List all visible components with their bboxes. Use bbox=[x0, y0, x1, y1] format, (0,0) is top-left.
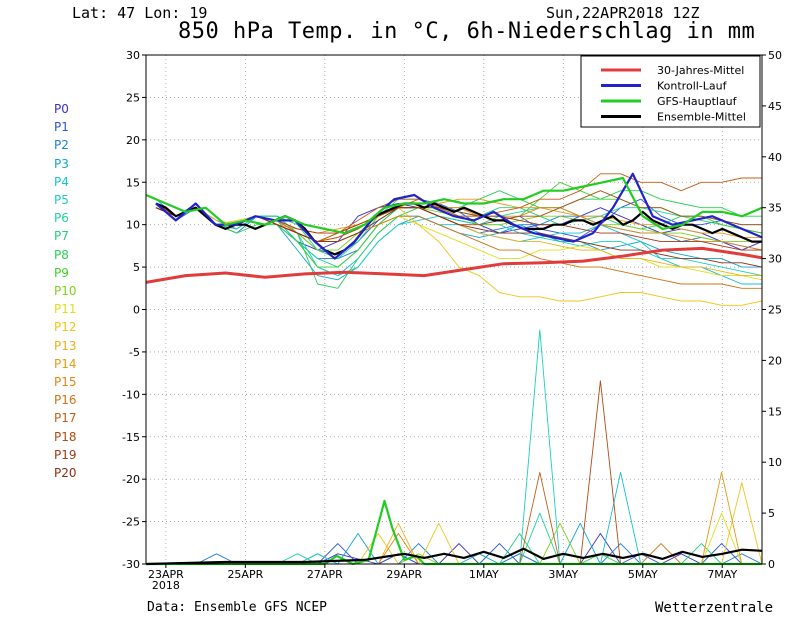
member-label: P9 bbox=[54, 265, 69, 280]
temperature-layer bbox=[155, 173, 763, 306]
member-label: P15 bbox=[54, 375, 77, 389]
legend-label: GFS-Hauptlauf bbox=[657, 95, 738, 108]
member-label: P16 bbox=[54, 393, 77, 408]
y-right-tick-label: 50 bbox=[768, 49, 782, 62]
y-right-tick-label: 10 bbox=[768, 456, 782, 469]
y-left-tick-label: -30 bbox=[122, 558, 140, 571]
y-left-tick-label: -25 bbox=[122, 516, 140, 529]
member-temp-line bbox=[155, 203, 762, 285]
member-label: P14 bbox=[54, 356, 77, 371]
member-label: P2 bbox=[54, 138, 69, 153]
x-tick-label: 29APR bbox=[386, 568, 422, 581]
x-tick-label: 3MAY bbox=[548, 568, 578, 581]
y-right-tick-label: 45 bbox=[768, 100, 782, 113]
main-series-layer bbox=[145, 172, 763, 566]
x-tick-label: 23APR bbox=[148, 568, 184, 581]
x-tick-label: 7MAY bbox=[707, 568, 737, 581]
member-label: P19 bbox=[54, 447, 77, 462]
run-date-label: Sun,22APR2018 12Z bbox=[546, 4, 700, 22]
member-label: P13 bbox=[54, 338, 77, 353]
member-label: P1 bbox=[54, 120, 69, 135]
y-left-tick-label: -20 bbox=[122, 473, 140, 486]
y-right-tick-label: 15 bbox=[768, 405, 782, 418]
member-temp-line bbox=[155, 190, 762, 289]
y-right-tick-label: 30 bbox=[768, 253, 782, 266]
member-label: P20 bbox=[54, 466, 77, 480]
axes: 302520151050-5-10-15-20-25-3050454035302… bbox=[122, 49, 782, 592]
credit-label: Wetterzentrale bbox=[655, 600, 774, 616]
legend-label: Ensemble-Mittel bbox=[657, 111, 746, 124]
member-label: P11 bbox=[54, 302, 77, 317]
y-left-tick-label: 10 bbox=[126, 219, 140, 232]
y-left-tick-label: -10 bbox=[122, 388, 140, 401]
member-label: P6 bbox=[54, 211, 69, 226]
y-left-tick-label: 15 bbox=[126, 176, 140, 189]
member-precip-line bbox=[155, 471, 762, 565]
y-right-tick-label: 20 bbox=[768, 354, 782, 367]
x-tick-label: 5MAY bbox=[628, 568, 658, 581]
y-left-tick-label: 30 bbox=[126, 49, 140, 62]
member-precip-line bbox=[155, 471, 762, 565]
member-label: P7 bbox=[54, 229, 69, 244]
series-line bbox=[145, 246, 763, 284]
member-label: P5 bbox=[54, 193, 69, 207]
member-temp-line bbox=[155, 198, 762, 281]
series-line bbox=[155, 202, 762, 256]
member-label: P17 bbox=[54, 411, 77, 426]
member-label: P3 bbox=[54, 156, 69, 171]
x-tick-label: 1MAY bbox=[469, 568, 499, 581]
y-right-tick-label: 40 bbox=[768, 151, 782, 164]
member-label: P18 bbox=[54, 429, 77, 444]
chart-title: 850 hPa Temp. in °C, 6h-Niederschlag in … bbox=[178, 19, 756, 44]
precipitation-layer bbox=[155, 329, 763, 565]
member-label: P0 bbox=[54, 102, 69, 116]
y-right-tick-label: 5 bbox=[768, 507, 775, 520]
series-line bbox=[145, 547, 763, 566]
legend: 30-Jahres-Mittel Kontroll-Lauf GFS-Hauptla… bbox=[580, 55, 761, 128]
member-precip-line bbox=[155, 329, 762, 565]
y-right-tick-label: 25 bbox=[768, 304, 782, 317]
x-year-label: 2018 bbox=[152, 579, 180, 592]
series-line bbox=[146, 499, 762, 566]
member-precip-line bbox=[155, 471, 762, 565]
legend-label: 30-Jahres-Mittel bbox=[657, 64, 744, 77]
x-tick-label: 27APR bbox=[307, 568, 343, 581]
member-precip-line bbox=[155, 482, 763, 565]
ensemble-chart: 302520151050-5-10-15-20-25-3050454035302… bbox=[122, 49, 782, 592]
member-label: P10 bbox=[54, 284, 77, 298]
member-label: P8 bbox=[54, 247, 69, 262]
x-tick-label: 25APR bbox=[227, 568, 263, 581]
series-line bbox=[145, 176, 763, 235]
y-right-tick-label: 0 bbox=[768, 558, 775, 571]
series-line bbox=[155, 172, 763, 260]
member-label: P4 bbox=[54, 174, 69, 189]
y-left-tick-label: -15 bbox=[122, 431, 140, 444]
y-left-tick-label: 20 bbox=[126, 134, 140, 147]
member-precip-line bbox=[155, 533, 762, 565]
y-left-tick-label: 5 bbox=[133, 261, 140, 274]
data-source: Data: Ensemble GFS NCEP bbox=[147, 600, 328, 615]
grid bbox=[146, 55, 762, 564]
y-left-tick-label: 0 bbox=[133, 304, 140, 317]
legend-label: Kontroll-Lauf bbox=[657, 80, 728, 93]
member-label: P12 bbox=[54, 320, 77, 335]
member-precip-line bbox=[155, 533, 762, 565]
member-precip-line bbox=[155, 533, 762, 565]
member-precip-line bbox=[155, 380, 762, 565]
location-label: Lat: 47 Lon: 19 bbox=[72, 4, 208, 22]
y-right-tick-label: 35 bbox=[768, 202, 782, 215]
y-left-tick-label: -5 bbox=[129, 346, 140, 359]
y-left-tick-label: 25 bbox=[126, 91, 140, 104]
